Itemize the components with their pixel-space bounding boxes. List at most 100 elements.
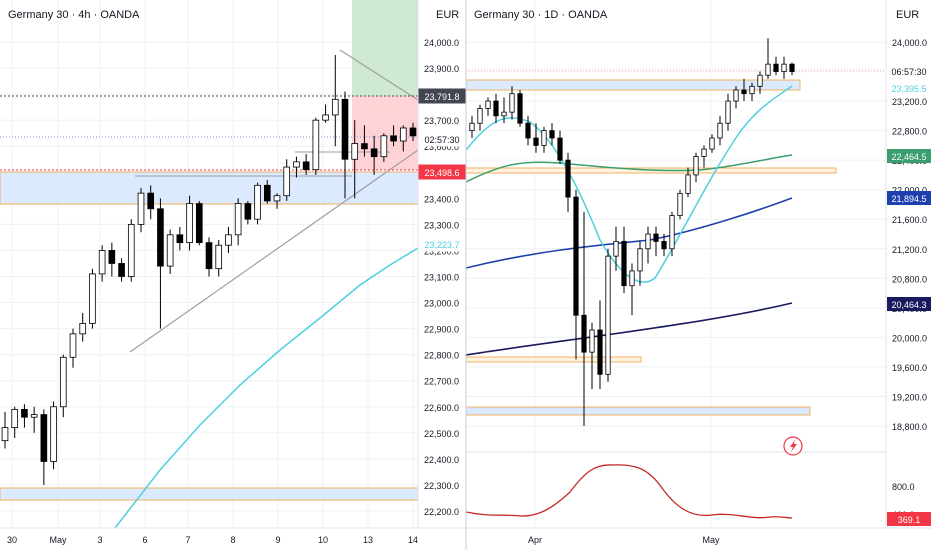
right-candle[interactable] [701,148,707,157]
right-candle[interactable] [637,248,643,272]
left-candle[interactable] [244,203,252,220]
left-candle[interactable] [215,244,223,270]
right-candle[interactable] [605,255,611,375]
rising-trendline[interactable] [129,149,419,353]
right-candle[interactable] [581,314,587,353]
left-candle[interactable] [234,203,242,236]
left-candle[interactable] [273,195,281,202]
left-candle[interactable] [341,98,349,160]
left-candle[interactable] [176,234,184,244]
left-candle[interactable] [50,406,57,462]
right-candle[interactable] [733,89,739,102]
left-candle[interactable] [283,166,291,197]
left-candle[interactable] [30,414,38,418]
left-candle[interactable] [293,161,300,168]
left-candle[interactable] [59,356,67,408]
right-candle[interactable] [557,137,563,161]
left-candle[interactable] [263,184,271,202]
left-currency-label[interactable]: EUR [436,9,459,21]
right-candle[interactable] [541,130,547,146]
right-candle[interactable] [757,74,763,87]
left-candle[interactable] [166,234,174,267]
left-candle[interactable] [1,427,9,442]
right-candle[interactable] [573,196,579,316]
left-candle[interactable] [370,148,378,158]
support-zone-left[interactable] [0,171,419,205]
left-moving-average[interactable] [114,247,419,529]
right-candle[interactable] [645,233,651,250]
right-candle[interactable] [773,63,779,72]
right-candle[interactable] [613,240,619,257]
left-candle[interactable] [108,250,116,264]
indicator-line[interactable] [465,464,793,519]
left-candle[interactable] [399,127,407,142]
left-candle[interactable] [40,414,48,462]
right-candle[interactable] [781,63,787,72]
right-candle[interactable] [765,63,771,76]
right-candle[interactable] [469,122,475,132]
left-candle[interactable] [409,127,417,137]
right-candle[interactable] [493,100,499,117]
left-candle[interactable] [380,135,388,158]
left-candle[interactable] [225,234,232,246]
right-candle[interactable] [789,63,795,72]
left-candle[interactable] [302,161,310,171]
left-candle[interactable] [11,408,19,429]
right-candle[interactable] [517,93,523,124]
left-candle[interactable] [351,143,359,160]
left-candle[interactable] [186,203,193,244]
left-candle[interactable] [361,143,368,150]
right-candle[interactable] [693,156,699,176]
right-candle[interactable] [741,89,747,95]
left-candle[interactable] [89,273,96,324]
right-candle[interactable] [709,137,715,150]
right-candle[interactable] [621,240,627,287]
right-candles[interactable] [469,38,795,426]
right-currency-label[interactable]: EUR [896,9,919,21]
left-candle[interactable] [157,208,164,267]
left-candle[interactable] [322,114,329,121]
right-candle[interactable] [477,108,483,124]
left-candle[interactable] [79,322,87,335]
left-candle[interactable] [331,98,339,116]
falling-trendline[interactable] [339,49,419,101]
right-candle[interactable] [597,329,603,375]
left-candle[interactable] [390,135,397,142]
right-candle[interactable] [533,137,539,146]
right-candle[interactable] [685,174,691,194]
left-candle[interactable] [147,192,155,210]
right-candle[interactable] [589,329,595,353]
left-candle[interactable] [195,203,203,244]
left-candle[interactable] [254,184,261,220]
right-candle[interactable] [629,270,635,287]
right-candle[interactable] [525,122,531,139]
lightning-icon[interactable] [783,436,803,456]
left-candle[interactable] [137,192,145,225]
ma-navy[interactable] [465,302,793,356]
right-candle[interactable] [565,159,571,198]
right-candle[interactable] [653,233,659,242]
right-candle[interactable] [725,100,731,124]
left-candle[interactable] [118,263,125,277]
zone-19800-right[interactable] [465,356,642,363]
left-candle[interactable] [205,242,213,270]
left-candle[interactable] [312,119,320,171]
right-candle[interactable] [501,111,507,117]
left-candle[interactable] [127,223,135,277]
long-position-profit-zone[interactable] [352,0,418,96]
right-candle[interactable] [749,85,755,95]
left-candle[interactable] [98,250,106,275]
left-candle[interactable] [21,408,28,418]
left-candles[interactable] [1,55,417,485]
left-candle[interactable] [69,333,77,358]
right-candle[interactable] [509,93,515,113]
lower-zone-left[interactable] [0,487,419,501]
right-candle[interactable] [669,215,675,250]
zone-19100-right[interactable] [465,406,811,416]
right-candle[interactable] [677,192,683,216]
right-candle[interactable] [661,240,667,250]
right-candle[interactable] [549,130,555,139]
ma-green[interactable] [465,154,793,183]
right-candle[interactable] [485,100,491,109]
